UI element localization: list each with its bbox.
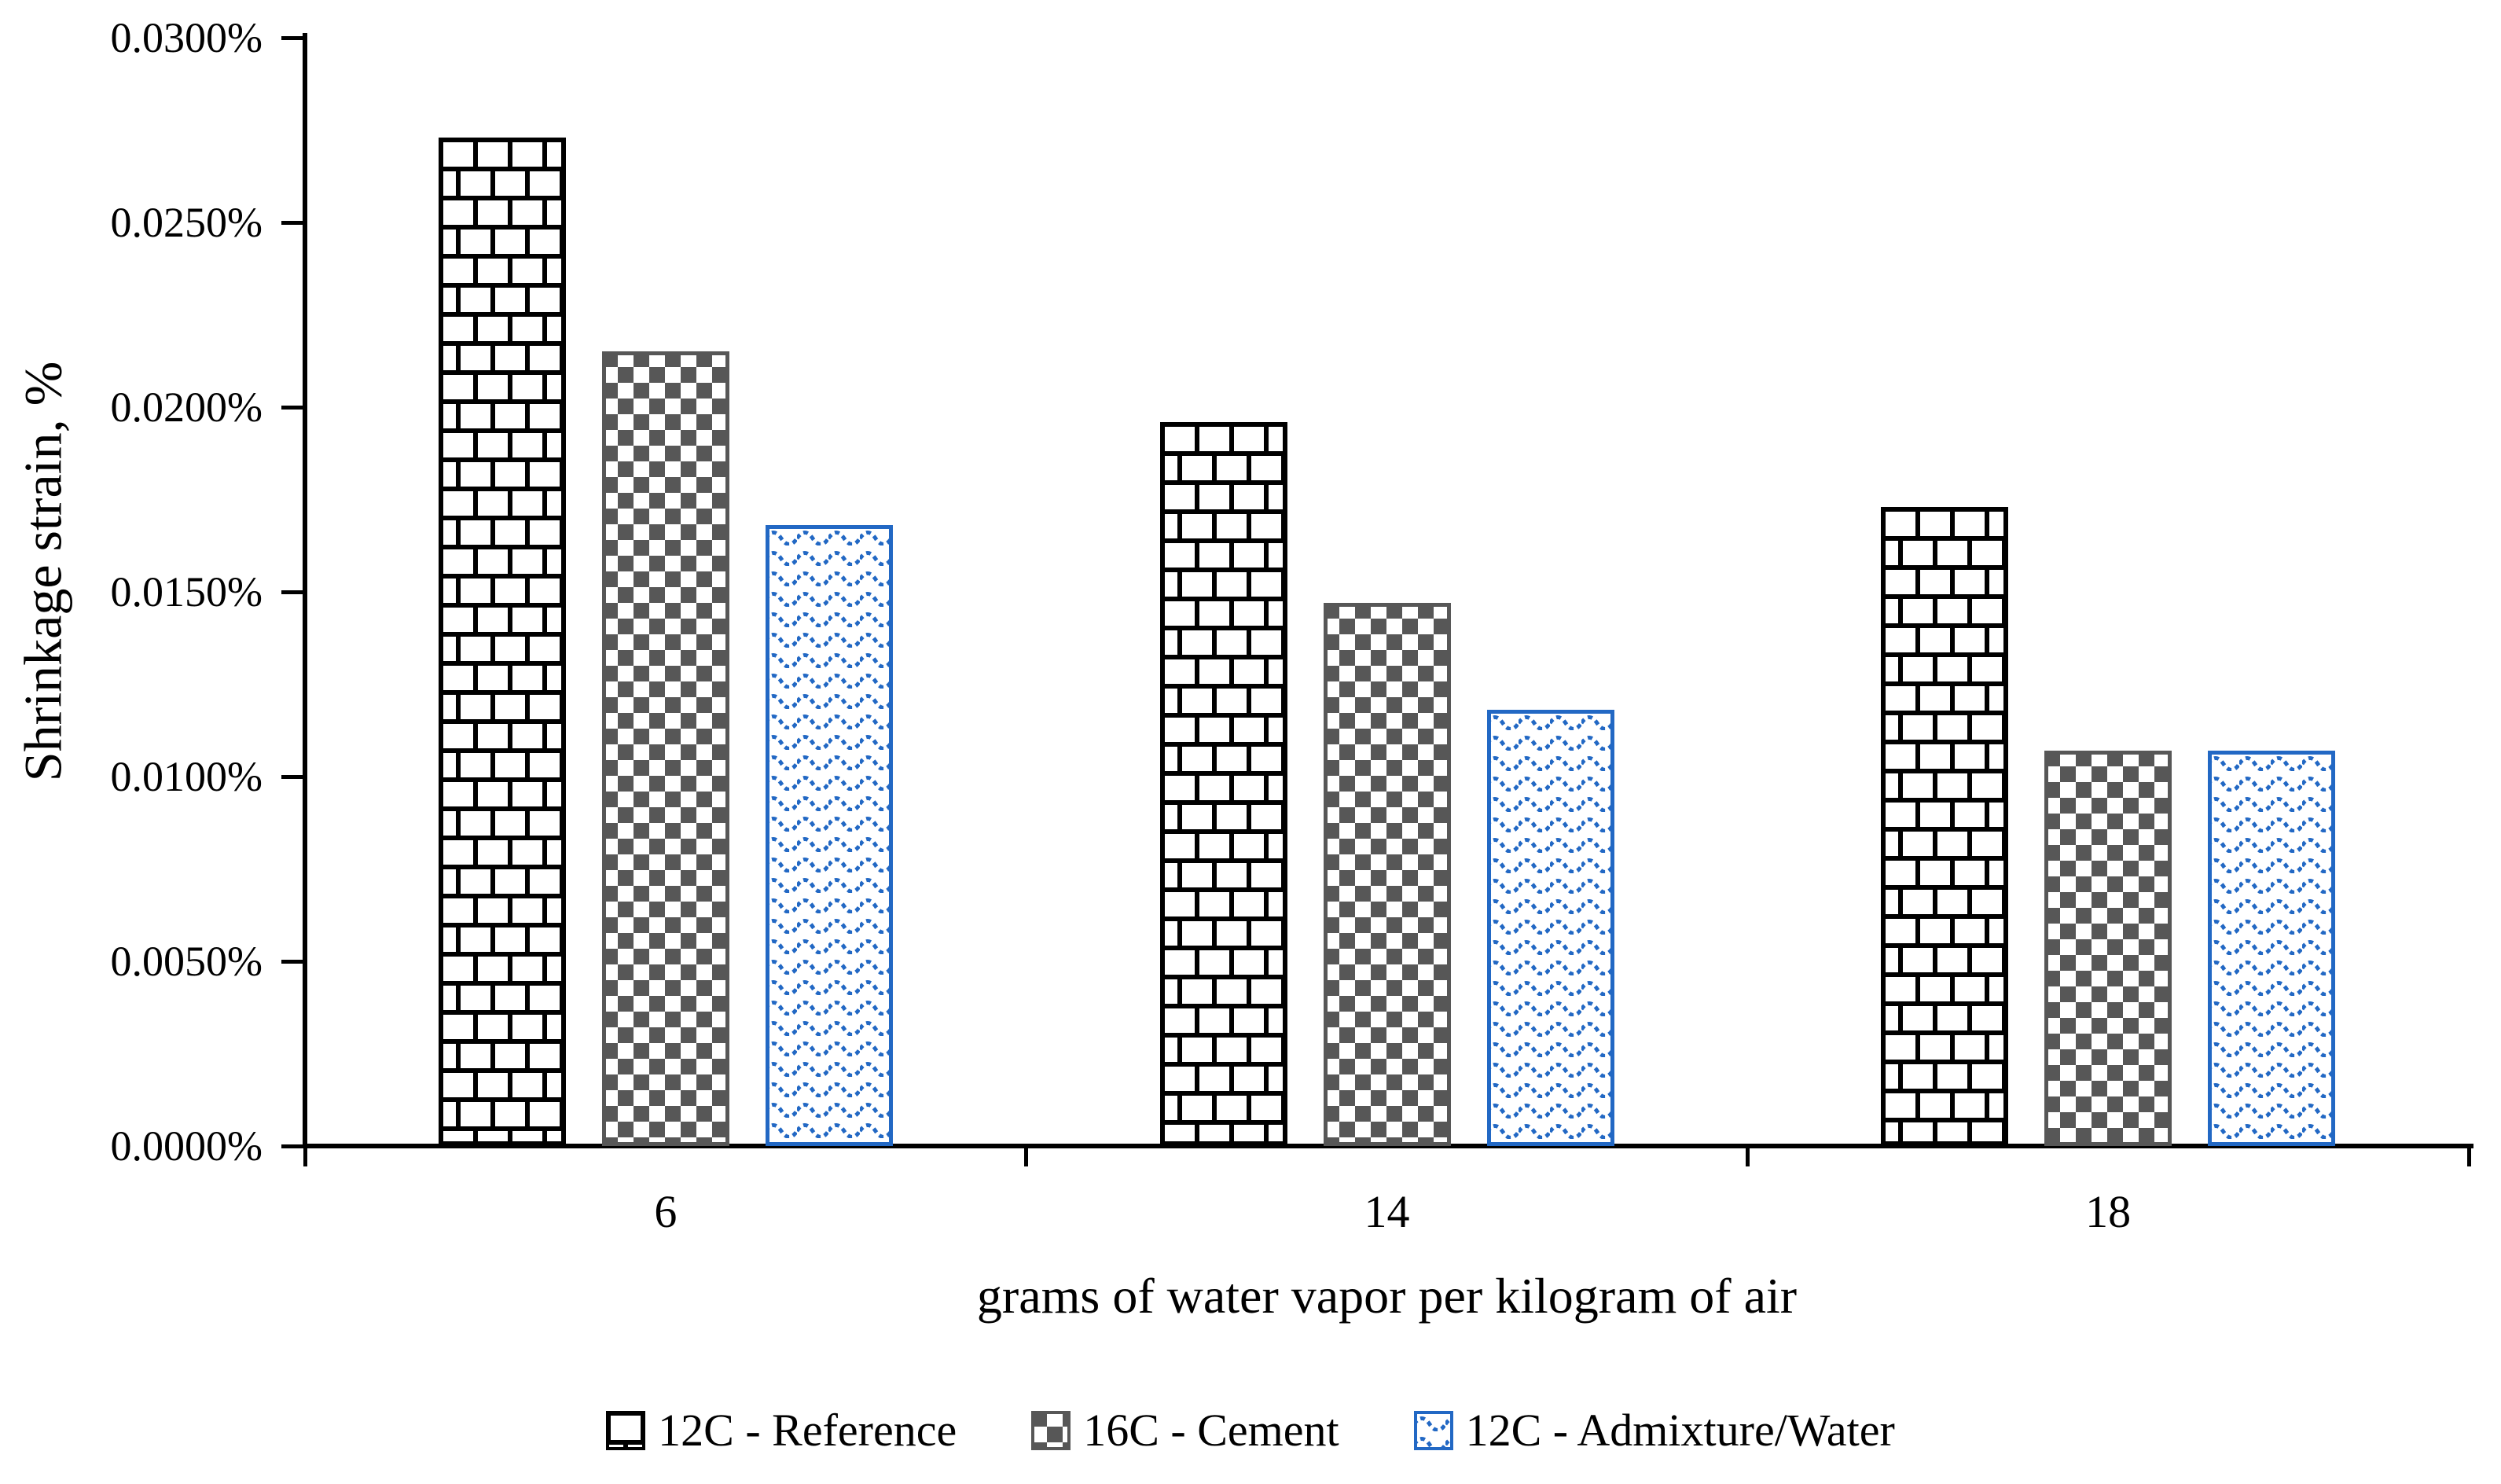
legend-swatch-brick-icon <box>606 1411 646 1450</box>
x-axis-title: grams of water vapor per kilogram of air <box>976 1268 1798 1324</box>
x-tick <box>1024 1146 1029 1166</box>
bar-16c-cement-18 <box>2044 751 2172 1146</box>
y-tick <box>281 590 305 594</box>
plot-area <box>305 38 2469 1146</box>
x-category-label-14: 14 <box>1364 1186 1410 1237</box>
x-tick <box>2466 1146 2471 1166</box>
bar-12c-admixture-water-14 <box>1487 710 1614 1146</box>
y-tick <box>281 405 305 410</box>
y-tick-label: 0.0150% <box>110 568 263 615</box>
bar-12c-reference-6 <box>439 138 566 1146</box>
x-tick <box>1745 1146 1750 1166</box>
legend-item: 12C - Admixture/Water <box>1413 1405 1895 1456</box>
y-tick-label: 0.0050% <box>110 938 263 985</box>
legend-item: 12C - Reference <box>606 1407 957 1454</box>
bar-12c-admixture-water-6 <box>766 525 893 1146</box>
x-axis-line <box>303 1144 2473 1148</box>
legend-label: 16C - Cement <box>1083 1405 1339 1456</box>
y-axis-line <box>303 33 307 1148</box>
chart-legend: 12C - Reference 16C - Cement 12C - Admixtu… <box>0 1407 2501 1454</box>
y-tick <box>281 959 305 964</box>
bar-12c-reference-18 <box>1881 507 2008 1146</box>
bar-12c-admixture-water-18 <box>2208 751 2335 1146</box>
bar-16c-cement-6 <box>602 351 729 1146</box>
legend-swatch-checker-icon <box>1031 1411 1071 1450</box>
bar-12c-reference-14 <box>1160 422 1287 1146</box>
legend-label: 12C - Reference <box>658 1405 957 1456</box>
y-tick-label: 0.0200% <box>110 384 263 431</box>
y-tick-label: 0.0000% <box>110 1122 263 1170</box>
legend-swatch-waves-icon <box>1413 1411 1453 1450</box>
y-tick-label: 0.0100% <box>110 753 263 800</box>
x-category-label-6: 6 <box>654 1186 678 1237</box>
y-tick-label: 0.0300% <box>110 14 263 61</box>
y-tick <box>281 35 305 40</box>
legend-item: 16C - Cement <box>1031 1407 1339 1454</box>
y-tick <box>281 220 305 225</box>
y-tick <box>281 1144 305 1148</box>
y-tick-label: 0.0250% <box>110 199 263 246</box>
legend-label: 12C - Admixture/Water <box>1465 1405 1895 1456</box>
bar-16c-cement-14 <box>1324 603 1451 1146</box>
x-category-label-18: 18 <box>2085 1186 2132 1237</box>
x-tick <box>303 1146 307 1166</box>
y-tick <box>281 774 305 779</box>
